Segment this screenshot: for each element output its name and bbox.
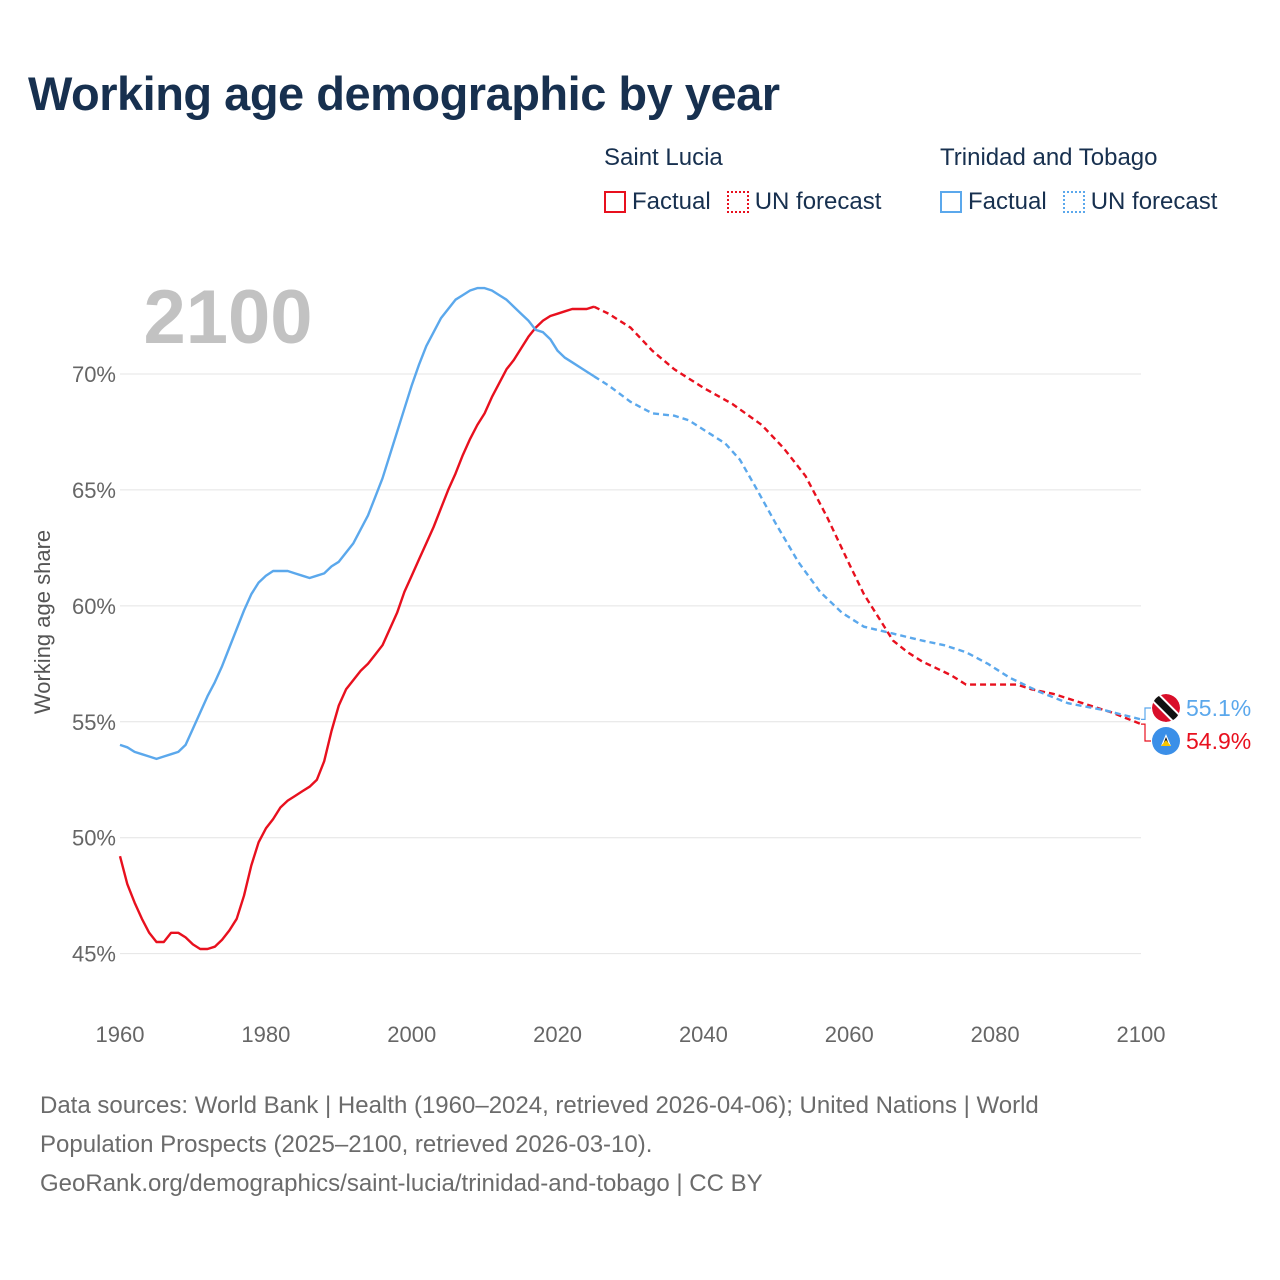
y-tick-label: 55% xyxy=(72,710,116,735)
legend-group-saint-lucia: Saint Lucia Factual UN forecast xyxy=(604,144,897,216)
x-tick-label: 1980 xyxy=(241,1022,290,1047)
legend-swatch-forecast-dotted xyxy=(726,191,749,213)
connector-trinidad-and-tobago xyxy=(1141,707,1151,720)
y-tick-label: 65% xyxy=(72,478,116,503)
x-tick-label: 2040 xyxy=(679,1022,728,1047)
flag-triangle-gold xyxy=(1161,740,1171,746)
y-tick-label: 70% xyxy=(72,362,116,387)
legend-swatch-factual-solid xyxy=(940,191,962,213)
x-tick-label: 2000 xyxy=(387,1022,436,1047)
end-label-trinidad-and-tobago: 55.1% xyxy=(1186,695,1251,721)
series-line-factual-saint-lucia[interactable] xyxy=(118,305,595,951)
trinidad-and-tobago-flag-icon xyxy=(1152,694,1180,722)
legend-label: Factual xyxy=(968,188,1047,215)
line-chart: 45% 50% 55% 60% 65% 70% 1960 1980 2000 2020 2040 20… xyxy=(30,275,1251,1047)
end-label-saint-lucia: 54.9% xyxy=(1186,728,1251,754)
y-tick-label: 50% xyxy=(72,826,116,851)
legend-label: UN forecast xyxy=(1090,188,1218,215)
x-tick-label: 2100 xyxy=(1117,1022,1166,1047)
year-overlay: 2100 xyxy=(143,275,312,360)
legend-label: Factual xyxy=(632,188,711,215)
legend-item-factual[interactable]: Factual xyxy=(604,188,711,216)
legend-item-forecast[interactable]: UN forecast xyxy=(726,188,882,216)
legend-group-title: Trinidad and Tobago xyxy=(940,144,1158,171)
legend-swatch-forecast-dotted xyxy=(1062,191,1085,213)
footer-line[interactable]: GeoRank.org/demographics/saint-lucia/tri… xyxy=(40,1170,763,1197)
legend-swatch-factual-solid xyxy=(604,191,626,213)
footer-line: Population Prospects (2025–2100, retriev… xyxy=(40,1131,653,1158)
legend-label: UN forecast xyxy=(754,188,882,215)
x-tick-label: 1960 xyxy=(96,1022,145,1047)
y-axis-label: Working age share xyxy=(30,530,55,714)
x-tick-label: 2080 xyxy=(971,1022,1020,1047)
legend-group-trinidad-and-tobago: Trinidad and Tobago Factual UN forecast xyxy=(940,144,1233,216)
chart-title: Working age demographic by year xyxy=(28,67,780,120)
legend-group-title: Saint Lucia xyxy=(604,144,723,171)
footer-sources: Data sources: World Bank | Health (1960–… xyxy=(40,1086,1220,1203)
y-tick-label: 45% xyxy=(72,942,116,967)
connector-saint-lucia xyxy=(1141,723,1151,742)
series-line-factual-trinidad-and-tobago[interactable] xyxy=(119,286,595,761)
y-tick-label: 60% xyxy=(72,594,116,619)
series-line-forecast-trinidad-and-tobago[interactable] xyxy=(593,375,1142,721)
x-tick-label: 2060 xyxy=(825,1022,874,1047)
series-line-forecast-saint-lucia[interactable] xyxy=(593,305,1142,726)
legend-item-factual[interactable]: Factual xyxy=(940,188,1047,216)
legend-item-forecast[interactable]: UN forecast xyxy=(1062,188,1218,216)
x-tick-label: 2020 xyxy=(533,1022,582,1047)
footer-line: Data sources: World Bank | Health (1960–… xyxy=(40,1092,1039,1119)
